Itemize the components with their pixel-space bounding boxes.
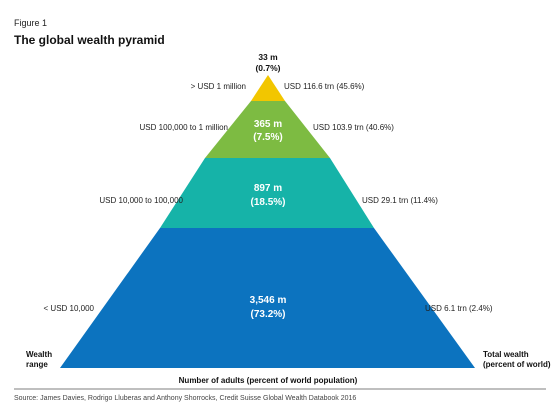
tier-1-adults: 33 m <box>258 52 278 62</box>
bottom-axis-label: Number of adults (percent of world popul… <box>179 376 358 385</box>
tier-2-wealth-range: USD 100,000 to 1 million <box>140 123 229 132</box>
pyramid-tier-1 <box>251 75 285 101</box>
source-text: Source: James Davies, Rodrigo Lluberas a… <box>14 395 356 402</box>
tier-1-wealth-range: > USD 1 million <box>191 82 246 91</box>
tier-4-total-wealth: USD 6.1 trn (2.4%) <box>425 304 493 313</box>
left-axis-label-line-2: range <box>26 360 48 369</box>
tier-4-wealth-range: < USD 10,000 <box>44 304 95 313</box>
tier-1-share: (0.7%) <box>255 63 280 73</box>
tier-1-total-wealth: USD 116.6 trn (45.6%) <box>284 82 365 91</box>
tier-2-share: (7.5%) <box>253 132 282 143</box>
tier-2-total-wealth: USD 103.9 trn (40.6%) <box>313 123 394 132</box>
pyramid-tier-4 <box>60 228 475 368</box>
tier-2-adults: 365 m <box>254 119 282 130</box>
left-axis-label-line-1: Wealth <box>26 350 52 359</box>
tier-4-share: (73.2%) <box>250 309 285 320</box>
figure-title: The global wealth pyramid <box>14 33 165 47</box>
figure-label: Figure 1 <box>14 18 47 28</box>
tier-3-wealth-range: USD 10,000 to 100,000 <box>99 196 183 205</box>
tier-3-total-wealth: USD 29.1 trn (11.4%) <box>362 196 438 205</box>
tier-3-adults: 897 m <box>254 183 282 194</box>
right-axis-label-line-1: Total wealth <box>483 350 529 359</box>
tier-3-share: (18.5%) <box>250 197 285 208</box>
pyramid-tier-2 <box>205 101 330 158</box>
tier-4-adults: 3,546 m <box>250 295 287 306</box>
pyramid-tier-3 <box>160 158 374 228</box>
right-axis-label-line-2: (percent of world) <box>483 360 551 369</box>
